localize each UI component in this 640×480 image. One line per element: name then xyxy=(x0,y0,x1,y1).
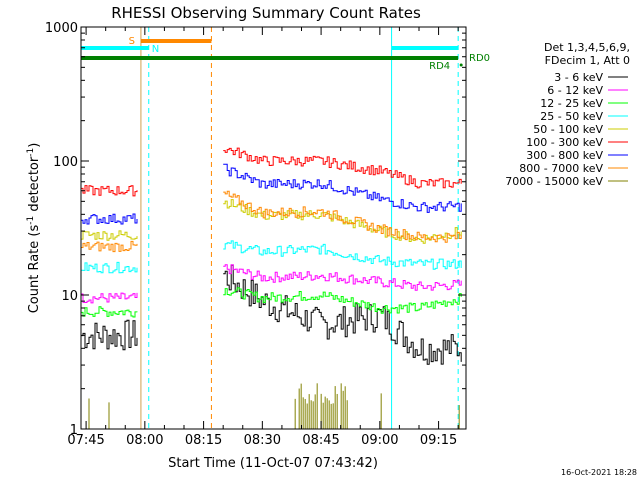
plot-frame xyxy=(80,26,467,430)
legend-entry-label: 300 - 800 keV xyxy=(526,149,603,162)
rd0-label: RD0 xyxy=(469,53,490,64)
status-bar-label: S xyxy=(129,36,135,47)
y-axis-label-superscript: -1 xyxy=(26,216,36,225)
series-line-100-300-kev xyxy=(81,185,138,197)
series-line-12-25-kev xyxy=(223,287,462,314)
series-line-300-800-kev xyxy=(81,213,138,225)
y-axis-label: Count Rate (s-1 detector-1) xyxy=(26,143,42,314)
status-bar-label: RD4 xyxy=(429,61,450,72)
legend-entry-label: 3 - 6 keV xyxy=(554,71,603,84)
series-line-25-50-kev xyxy=(81,261,138,274)
legend-entry-label: 6 - 12 keV xyxy=(547,84,603,97)
series-line-800-7000-kev xyxy=(223,190,462,243)
x-tick-label: 08:00 xyxy=(126,433,163,448)
x-tick-label: 07:45 xyxy=(67,433,104,448)
legend-header-line: FDecim 1, Att 0 xyxy=(545,54,630,67)
y-axis-label-superscript: -1 xyxy=(26,148,36,157)
chart-title: RHESSI Observing Summary Count Rates xyxy=(111,4,421,22)
legend-entry-label: 50 - 100 keV xyxy=(533,123,603,136)
legend-entry-label: 800 - 7000 keV xyxy=(519,162,603,175)
rd-marker-dot xyxy=(459,63,463,67)
legend-entry-label: 100 - 300 keV xyxy=(526,136,603,149)
x-axis-label: Start Time (11-Oct-07 07:43:42) xyxy=(168,456,378,471)
legend-header-line: Det 1,3,4,5,6,9, xyxy=(544,41,630,54)
series-line-6-12-kev xyxy=(81,292,138,304)
series-line-100-300-kev xyxy=(223,147,462,189)
status-bar-label: N xyxy=(152,44,159,55)
y-axis-label-part: detector xyxy=(27,156,42,216)
series-line-300-800-kev xyxy=(223,163,462,213)
data-layer xyxy=(81,147,462,429)
series-line-25-50-kev xyxy=(223,240,462,270)
y-tick-label: 1 xyxy=(70,423,78,438)
x-tick-label: 09:00 xyxy=(361,433,398,448)
legend-entry-label: 7000 - 15000 keV xyxy=(505,175,603,188)
series-line-6-12-kev xyxy=(223,264,462,291)
y-axis-label-part: Count Rate (s xyxy=(27,225,42,314)
y-tick-label: 10 xyxy=(61,289,78,304)
series-line-3-6-kev xyxy=(81,319,138,351)
legend-entry-label: 12 - 25 keV xyxy=(540,97,603,110)
series-line-50-100-kev xyxy=(81,230,138,241)
x-tick-label: 09:15 xyxy=(420,433,457,448)
x-tick-label: 08:45 xyxy=(302,433,339,448)
y-axis-label-part: ) xyxy=(27,143,42,148)
axis-layer: 07:45 08:00 08:15 08:30 08:45 09:00 09:15 1 10 10… xyxy=(45,21,466,448)
footer-timestamp: 16-Oct-2021 18:28 xyxy=(561,468,637,477)
series-line-12-25-kev xyxy=(81,306,138,318)
y-tick-label: 1000 xyxy=(45,21,78,36)
legend-entry-label: 25 - 50 keV xyxy=(540,110,603,123)
x-tick-label: 08:30 xyxy=(244,433,281,448)
series-line-800-7000-kev xyxy=(81,240,138,253)
x-tick-label: 08:15 xyxy=(185,433,222,448)
y-tick-label: 100 xyxy=(53,155,78,170)
